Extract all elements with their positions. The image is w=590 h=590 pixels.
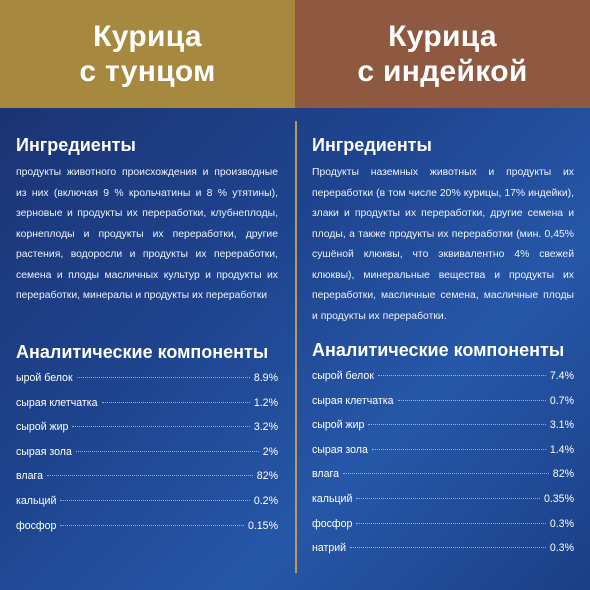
column-divider (295, 121, 297, 573)
component-value: 0.35% (543, 492, 574, 505)
component-label: сырая зола (312, 443, 368, 456)
dotted-leader (72, 426, 250, 428)
right-product-title: Курица с индейкой (357, 19, 527, 89)
component-label: фосфор (16, 519, 57, 532)
component-value: 82% (256, 470, 278, 483)
left-ingredients-title: Ингредиенты (16, 135, 136, 155)
dotted-leader (75, 450, 259, 452)
component-value: 7.4% (549, 370, 574, 382)
component-row: сырая зола 2% (16, 446, 278, 471)
right-title-line2: с индейкой (357, 55, 528, 88)
right-components-list: сырой белок 7.4% сырая клетчатка 0.7% сы… (312, 370, 574, 567)
left-components-list: ырой белок 8.9% сырая клетчатка 1.2% сыр… (16, 372, 278, 544)
left-product-column: Ингредиенты продукты животного происхожд… (16, 128, 278, 544)
component-label: кальций (16, 494, 57, 507)
component-label: ырой белок (16, 372, 73, 384)
component-label: сырая клетчатка (312, 394, 394, 407)
component-row: кальций 0.35% (312, 493, 574, 518)
component-value: 2% (262, 445, 278, 458)
component-label: фосфор (312, 517, 353, 530)
component-value: 0.3% (549, 517, 574, 530)
component-label: сырая клетчатка (16, 396, 98, 409)
component-value: 3.2% (253, 421, 278, 434)
right-ingredients-text: Продукты наземных животных и продукты их… (312, 167, 574, 322)
right-product-header: Курица с индейкой (295, 0, 590, 108)
left-product-title: Курица с тунцом (79, 19, 215, 89)
component-label: сырой жир (16, 421, 69, 434)
left-product-header: Курица с тунцом (0, 0, 295, 108)
component-label: кальций (312, 492, 353, 505)
component-row: натрий 0.3% (312, 542, 574, 567)
component-value: 0.2% (253, 494, 278, 507)
component-label: сырой белок (312, 370, 374, 382)
component-value: 0.7% (549, 394, 574, 407)
dotted-leader (46, 475, 253, 477)
left-title-line1: Курица (93, 20, 202, 53)
dotted-leader (60, 524, 244, 526)
component-value: 8.9% (253, 372, 278, 384)
dotted-leader (76, 377, 250, 378)
component-value: 0.15% (247, 519, 278, 532)
component-row: сырой жир 3.2% (16, 421, 278, 446)
component-row: ырой белок 8.9% (16, 372, 278, 397)
component-row: кальций 0.2% (16, 495, 278, 520)
component-row: фосфор 0.15% (16, 520, 278, 545)
component-label: сырой жир (312, 419, 365, 432)
component-label: влага (16, 470, 43, 483)
dotted-leader (397, 399, 546, 401)
component-row: сырая зола 1.4% (312, 444, 574, 469)
component-label: влага (312, 468, 339, 481)
dotted-leader (356, 497, 540, 499)
component-row: сырой белок 7.4% (312, 370, 574, 395)
component-value: 0.3% (549, 542, 574, 555)
dotted-leader (371, 448, 546, 450)
right-title-line1: Курица (388, 20, 497, 53)
dotted-leader (101, 401, 250, 403)
dotted-leader (60, 499, 250, 501)
right-product-column: Ингредиенты Продукты наземных животных и… (312, 128, 574, 567)
left-ingredients-text: продукты животного происхождения и произ… (16, 167, 278, 301)
dotted-leader (350, 547, 546, 549)
dotted-leader (377, 375, 546, 376)
component-row: влага 82% (16, 470, 278, 495)
component-label: сырая зола (16, 445, 72, 458)
component-value: 82% (552, 468, 574, 481)
dotted-leader (368, 424, 546, 426)
right-analytics-title: Аналитические компоненты (312, 340, 565, 360)
right-ingredients-title: Ингредиенты (312, 135, 432, 155)
left-title-line2: с тунцом (79, 55, 216, 88)
component-row: влага 82% (312, 468, 574, 493)
component-row: сырая клетчатка 1.2% (16, 397, 278, 422)
component-row: сырая клетчатка 0.7% (312, 395, 574, 420)
component-label: натрий (312, 542, 347, 555)
left-analytics-title: Аналитические компоненты (16, 342, 269, 362)
component-value: 1.4% (549, 443, 574, 456)
component-row: сырой жир 3.1% (312, 419, 574, 444)
component-value: 3.1% (549, 419, 574, 432)
dotted-leader (342, 473, 549, 475)
dotted-leader (356, 522, 546, 524)
component-row: фосфор 0.3% (312, 518, 574, 543)
component-value: 1.2% (253, 396, 278, 409)
